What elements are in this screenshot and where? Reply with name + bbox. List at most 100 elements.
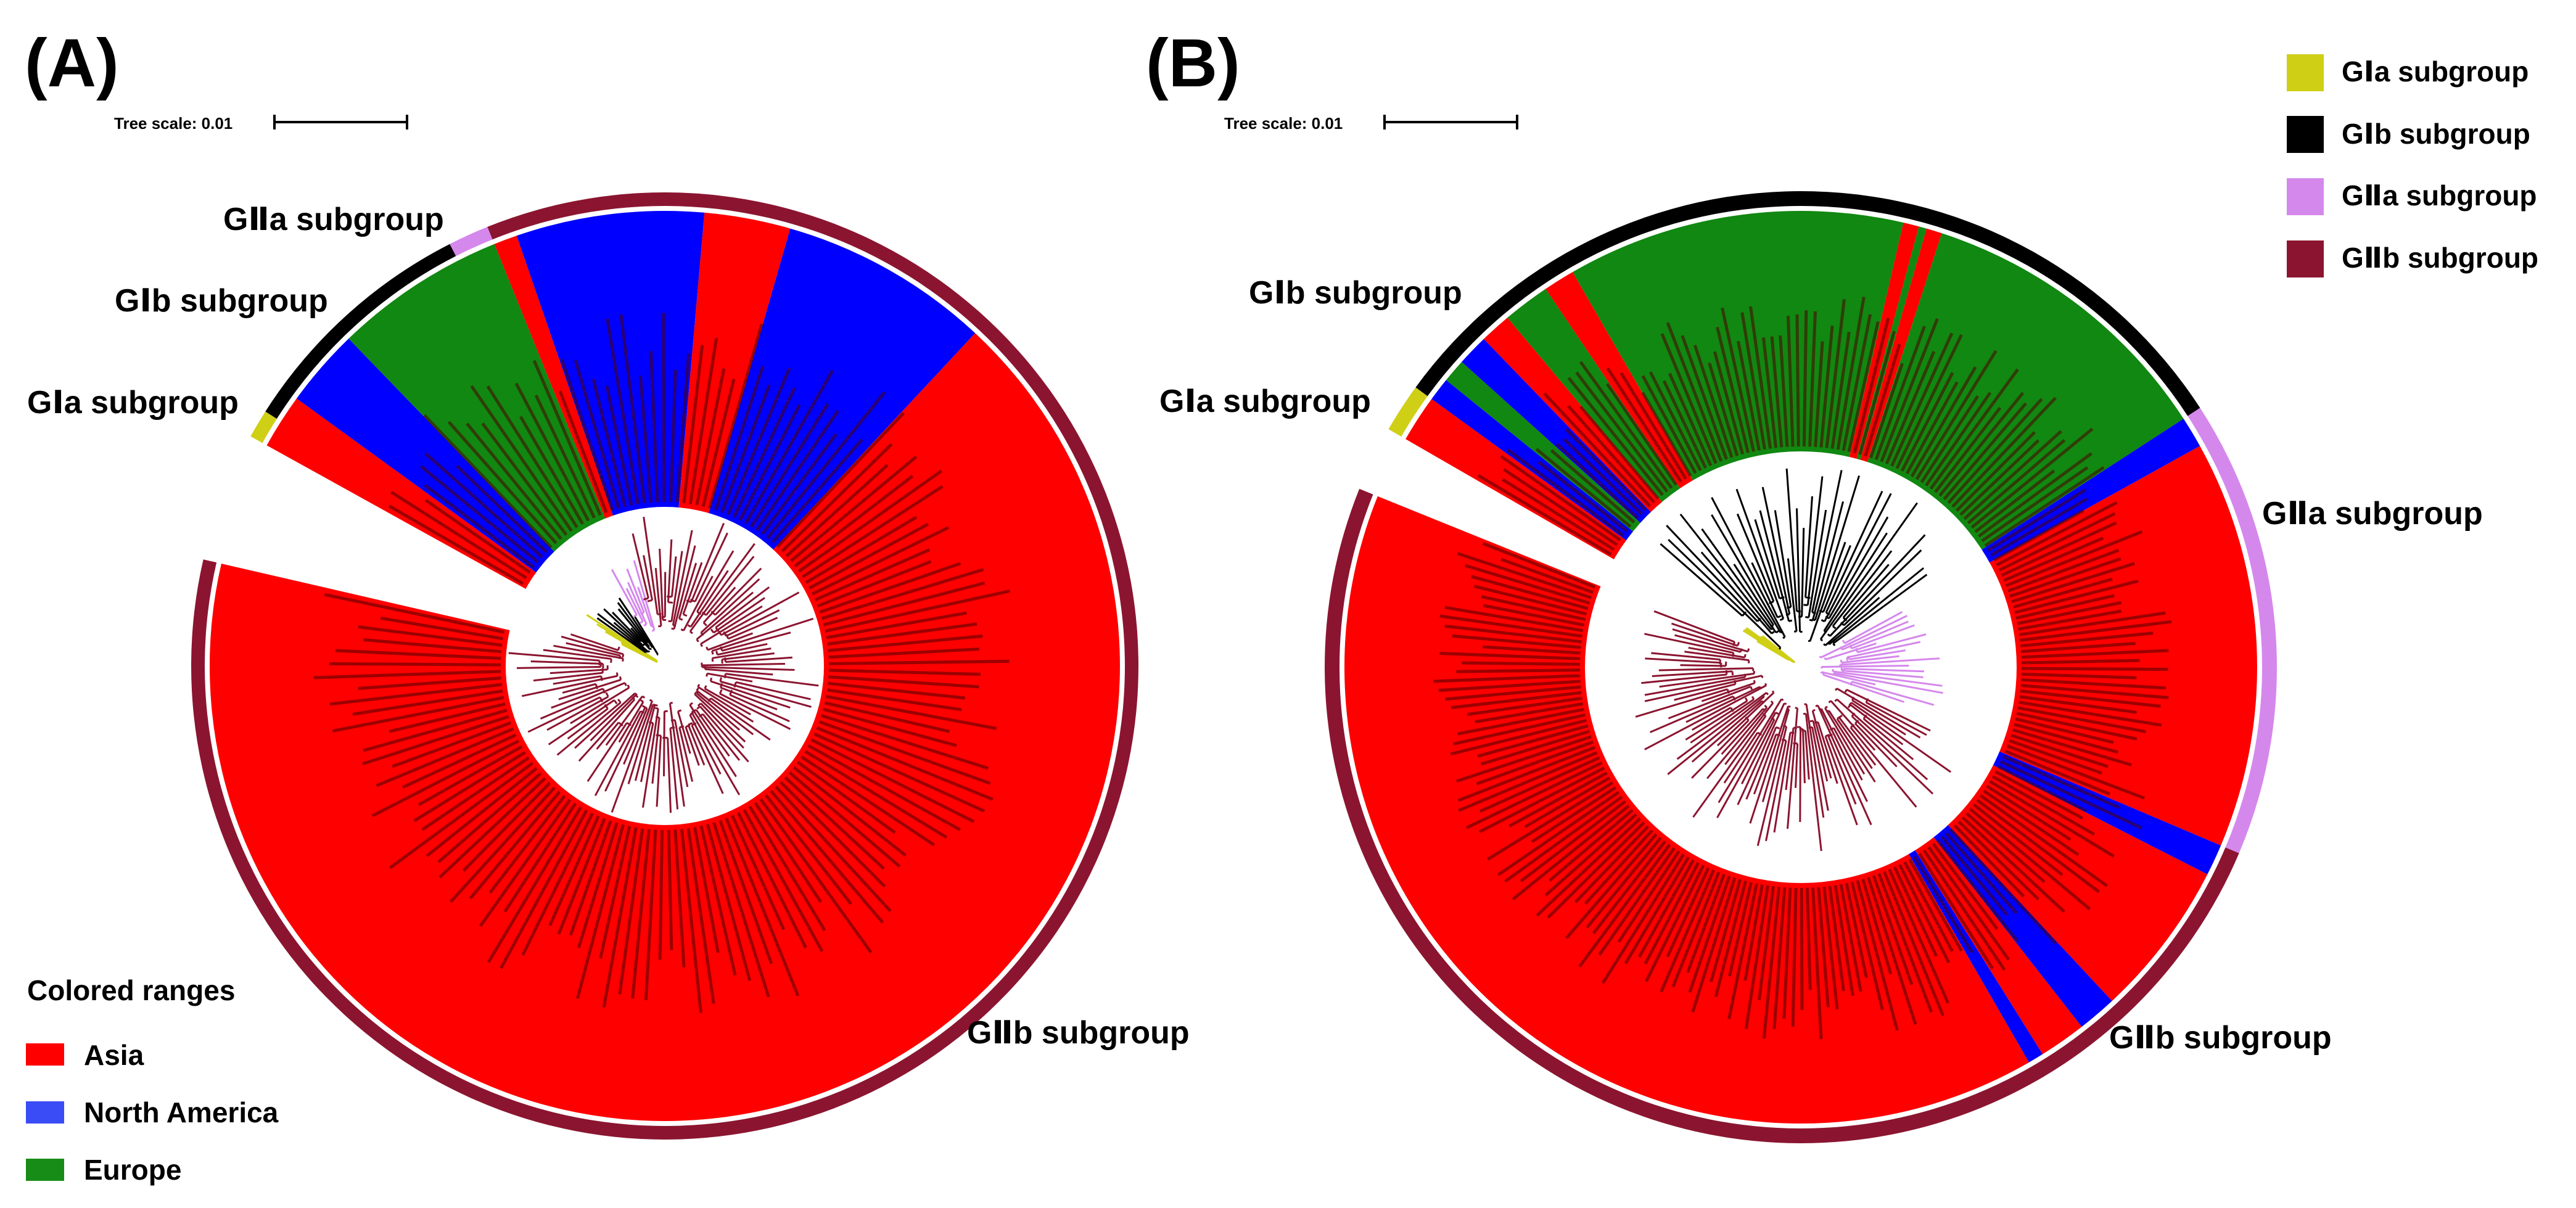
tree-branch-arc (1824, 644, 1825, 646)
tree-branch-arc (1751, 686, 1752, 689)
subgroup-label-gia: GⅠa subgroup (27, 385, 239, 421)
legend-label-gib: GⅠb subgroup (2342, 118, 2530, 150)
tree-branch-arc (1748, 649, 1749, 652)
tree-branch-arc (1849, 656, 1850, 660)
tree-branch-arc (1771, 701, 1773, 703)
tree-branch-arc (667, 596, 672, 597)
tree-branch-arc (680, 726, 684, 728)
subgroup-label-gib: GⅠb subgroup (115, 283, 328, 319)
tree-branch-arc (1803, 605, 1808, 606)
tree-branch (1681, 665, 1726, 666)
legend-label-giia: GⅡa subgroup (2342, 179, 2537, 212)
tree-scale-label: Tree scale: 0.01 (1224, 114, 1343, 133)
leaf-label (329, 664, 501, 665)
tree-branch-arc (618, 647, 619, 650)
subgroup-label-giia: GⅡa subgroup (2262, 496, 2483, 532)
tree-branch-arc (1821, 672, 1822, 673)
tree-branch-arc (648, 651, 649, 652)
tree-branch-arc (1779, 647, 1780, 649)
tree-branch-arc (658, 626, 661, 627)
tree-branch-arc (707, 647, 708, 650)
tree-branch-arc (1766, 692, 1767, 694)
tree-branch-arc (625, 683, 626, 686)
tree-branch-arc (1786, 614, 1790, 615)
subgroup-label-giib: GⅡb subgroup (967, 1015, 1190, 1051)
tree-branch-arc (1748, 660, 1749, 664)
tree-branch (1822, 665, 1909, 667)
tree-branch-arc (698, 684, 699, 687)
tree-branch-arc (1754, 680, 1755, 683)
tree-branch-arc (649, 700, 652, 701)
legend-swatch-gib (2287, 116, 2324, 153)
tree-branch-arc (644, 624, 646, 625)
tree-branch-arc (712, 658, 713, 662)
legend-swatch-giib (2287, 240, 2324, 277)
tree-branch-arc (1812, 619, 1815, 620)
tree-branch-arc (720, 678, 722, 682)
tree-branch-arc (1776, 734, 1780, 736)
tree-branch-arc (643, 696, 645, 698)
tree-branch-arc (670, 703, 672, 704)
subgroup-label-gib: GⅠb subgroup (1249, 275, 1462, 311)
leaf-label (660, 830, 662, 960)
tree-branch-arc (679, 618, 683, 620)
tree-branch-arc (1816, 705, 1818, 706)
tree-branch (1800, 727, 1801, 822)
tree-branch-arc (1732, 672, 1733, 675)
tree-branch-arc (1820, 656, 1821, 657)
panel-a-tree-scale: Tree scale: 0.01 (114, 114, 407, 133)
tree-branch-arc (1805, 617, 1809, 618)
tree-branch-arc (653, 704, 656, 705)
tree-branch-arc (1782, 699, 1784, 701)
legend-label-asia: Asia (84, 1039, 144, 1071)
legend-swatch-asia (26, 1043, 64, 1066)
legend-label-giib: GⅡb subgroup (2342, 242, 2538, 274)
legend-label-gia: GⅠa subgroup (2342, 55, 2529, 88)
panel-a: (A) Tree scale: 0.01 GⅠa subgroup GⅠb su… (25, 25, 1190, 1140)
tree-branch-arc (650, 649, 651, 650)
leaf-label (1456, 670, 1580, 672)
tree-branch-arc (1788, 706, 1790, 707)
tree-branch-arc (1776, 712, 1778, 713)
tree-branch-arc (1738, 642, 1739, 646)
tree-branch (664, 711, 665, 776)
tree-branch-arc (1825, 707, 1827, 708)
legend-swatch-giia (2287, 178, 2324, 215)
tree-branch-arc (655, 708, 658, 709)
panel-b-label: (B) (1146, 25, 1240, 101)
panel-b-tree-scale: Tree scale: 0.01 (1224, 114, 1517, 133)
legend-swatch-europe (26, 1159, 64, 1181)
leaf-label (1462, 663, 1580, 664)
legend-swatch-north-america (26, 1101, 64, 1124)
subgroup-label-gia: GⅠa subgroup (1159, 384, 1371, 419)
tree-branch-arc (1833, 643, 1835, 646)
tree-branch-arc (1845, 689, 1846, 692)
panel-b: (B) Tree scale: 0.01 GⅠa subgroup GⅠb su… (1146, 25, 2483, 1143)
tree-branch-arc (648, 647, 649, 648)
tree-branch-arc (1783, 637, 1785, 638)
panel-a-label: (A) (25, 25, 119, 101)
tree-branch-arc (712, 651, 714, 655)
subgroup-label-giib: GⅡb subgroup (2109, 1020, 2332, 1056)
tree-branch-arc (710, 678, 712, 681)
tree-scale-label: Tree scale: 0.01 (114, 114, 232, 133)
tree-branch-arc (1780, 618, 1783, 620)
tree-branch-arc (643, 644, 644, 646)
tree-branch-arc (1789, 620, 1792, 621)
tree-branch-arc (1734, 642, 1735, 646)
tree-branch-arc (601, 676, 602, 681)
tree-branch-arc (1856, 648, 1858, 652)
tree-branch-arc (725, 657, 726, 662)
colored-ranges-title: Colored ranges (27, 974, 235, 1006)
leaf-label (1804, 310, 1806, 446)
tree-branch-arc (1772, 691, 1774, 693)
tree-branch-arc (1794, 631, 1796, 632)
tree-branch-arc (681, 630, 683, 631)
tree-branch-arc (1733, 653, 1734, 657)
colored-ranges-legend: Colored ranges Asia North America Europe (26, 974, 279, 1186)
tree-branch-arc (717, 651, 718, 655)
tree-branch-arc (1841, 647, 1842, 650)
tree-branch-arc (1784, 703, 1786, 704)
tree-branch (517, 667, 601, 668)
